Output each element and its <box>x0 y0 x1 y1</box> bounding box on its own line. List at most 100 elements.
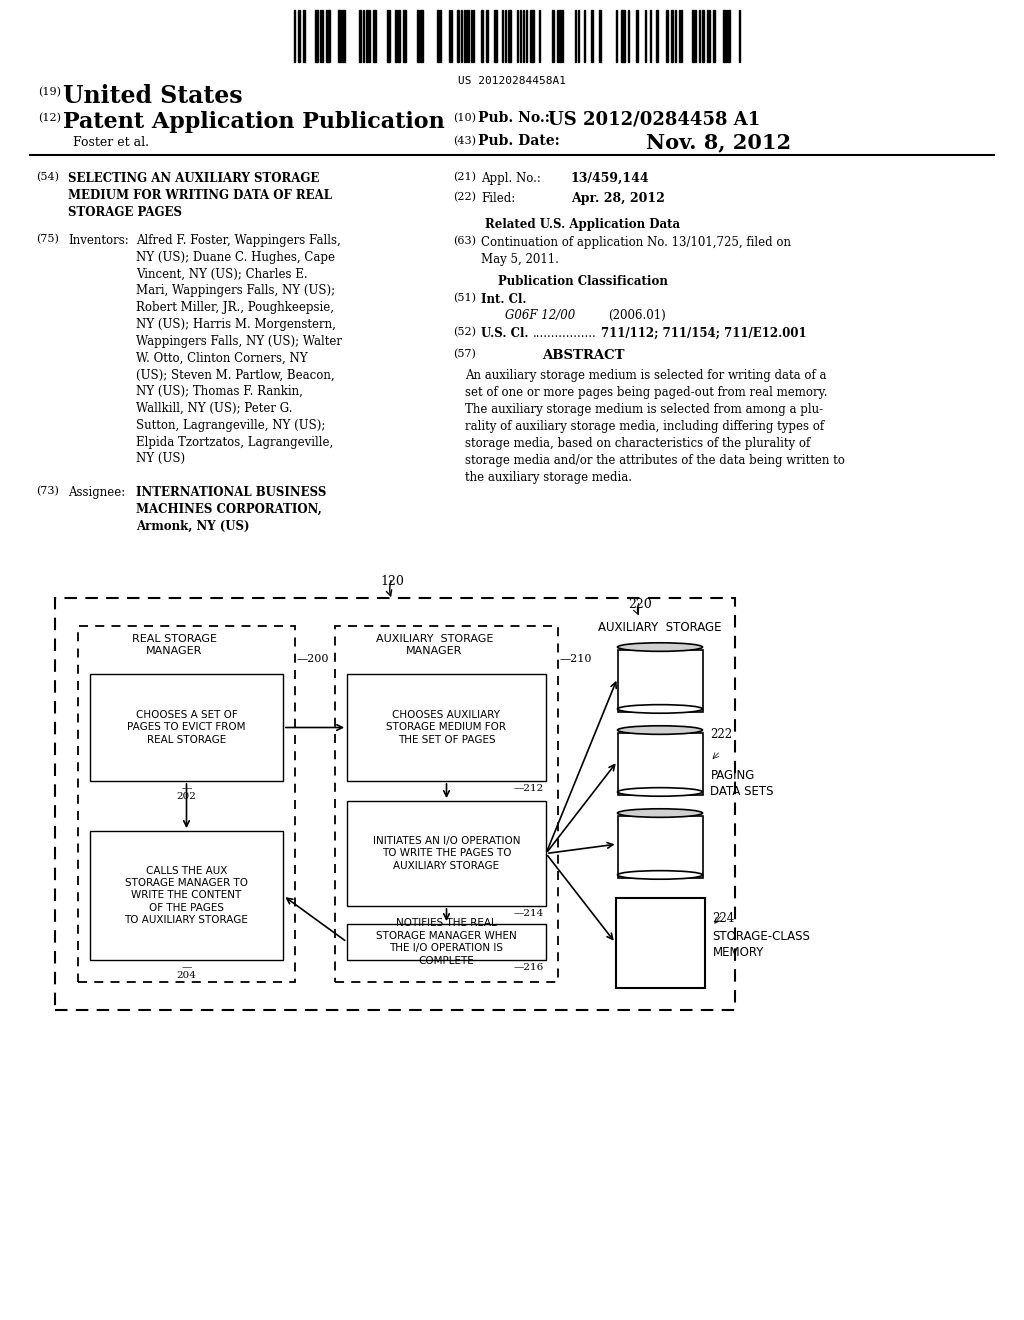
Bar <box>591 11 593 62</box>
Text: (54): (54) <box>36 172 59 182</box>
Text: CHOOSES AUXILIARY
STORAGE MEDIUM FOR
THE SET OF PAGES: CHOOSES AUXILIARY STORAGE MEDIUM FOR THE… <box>386 710 507 744</box>
Bar <box>303 11 305 62</box>
Text: Pub. No.:: Pub. No.: <box>478 111 550 125</box>
Bar <box>437 11 439 62</box>
Text: Apr. 28, 2012: Apr. 28, 2012 <box>571 191 665 205</box>
Text: Assignee:: Assignee: <box>68 486 125 499</box>
Bar <box>552 11 554 62</box>
Text: PAGING
DATA SETS: PAGING DATA SETS <box>711 770 774 799</box>
Text: US 2012/0284458 A1: US 2012/0284458 A1 <box>548 111 760 129</box>
Bar <box>481 11 483 62</box>
Bar <box>599 11 601 62</box>
Bar <box>55 598 735 1010</box>
Text: G06F 12/00: G06F 12/00 <box>505 309 575 322</box>
Bar <box>494 11 497 62</box>
Bar <box>298 11 300 62</box>
Bar <box>692 11 694 62</box>
Text: .................: ................. <box>534 327 597 341</box>
Text: U.S. Cl.: U.S. Cl. <box>481 327 528 341</box>
Bar <box>530 11 534 62</box>
Text: Nov. 8, 2012: Nov. 8, 2012 <box>646 132 792 152</box>
Bar <box>387 11 390 62</box>
Text: Filed:: Filed: <box>481 191 515 205</box>
Text: (57): (57) <box>453 348 476 359</box>
Text: (43): (43) <box>453 136 476 147</box>
Ellipse shape <box>617 871 702 879</box>
Text: AUXILIARY  STORAGE
MANAGER: AUXILIARY STORAGE MANAGER <box>376 634 494 656</box>
Ellipse shape <box>617 809 702 817</box>
Text: 222: 222 <box>711 727 732 741</box>
Text: 120: 120 <box>380 576 403 587</box>
Text: SELECTING AN AUXILIARY STORAGE
MEDIUM FOR WRITING DATA OF REAL
STORAGE PAGES: SELECTING AN AUXILIARY STORAGE MEDIUM FO… <box>68 172 332 219</box>
Text: CHOOSES A SET OF
PAGES TO EVICT FROM
REAL STORAGE: CHOOSES A SET OF PAGES TO EVICT FROM REA… <box>127 710 246 744</box>
Text: Patent Application Publication: Patent Application Publication <box>63 111 444 133</box>
Text: Foster et al.: Foster et al. <box>73 136 150 149</box>
Text: Alfred F. Foster, Wappingers Falls,
NY (US); Duane C. Hughes, Cape
Vincent, NY (: Alfred F. Foster, Wappingers Falls, NY (… <box>136 234 342 466</box>
Text: (2006.01): (2006.01) <box>608 309 666 322</box>
Text: (75): (75) <box>36 234 58 244</box>
Text: (73): (73) <box>36 486 58 496</box>
Text: INITIATES AN I/O OPERATION
TO WRITE THE PAGES TO
AUXILIARY STORAGE: INITIATES AN I/O OPERATION TO WRITE THE … <box>373 836 520 871</box>
Bar <box>457 11 459 62</box>
Text: (12): (12) <box>38 114 61 123</box>
Bar <box>617 733 702 795</box>
Bar <box>347 924 546 960</box>
Bar <box>486 11 488 62</box>
Text: Publication Classification: Publication Classification <box>498 275 668 288</box>
Text: —
204: — 204 <box>176 964 197 981</box>
Text: CALLS THE AUX
STORAGE MANAGER TO
WRITE THE CONTENT
OF THE PAGES
TO AUXILIARY STO: CALLS THE AUX STORAGE MANAGER TO WRITE T… <box>125 866 249 925</box>
Bar <box>395 11 397 62</box>
Text: Related U.S. Application Data: Related U.S. Application Data <box>485 218 681 231</box>
Bar <box>366 11 368 62</box>
Bar <box>347 675 546 781</box>
Ellipse shape <box>617 705 702 713</box>
Bar <box>315 11 318 62</box>
Bar <box>335 626 558 982</box>
Bar <box>90 832 283 960</box>
Bar <box>617 651 702 711</box>
Text: (19): (19) <box>38 87 61 98</box>
Text: (21): (21) <box>453 172 476 182</box>
Text: 711/112; 711/154; 711/E12.001: 711/112; 711/154; 711/E12.001 <box>601 327 807 341</box>
Text: REAL STORAGE
MANAGER: REAL STORAGE MANAGER <box>132 634 217 656</box>
Bar <box>621 11 625 62</box>
Bar <box>90 675 283 781</box>
Bar <box>671 11 673 62</box>
Text: US 20120284458A1: US 20120284458A1 <box>458 77 566 86</box>
Bar <box>617 816 702 878</box>
Text: —216: —216 <box>514 964 544 972</box>
Text: (51): (51) <box>453 293 476 304</box>
Bar <box>403 11 406 62</box>
Bar <box>559 11 561 62</box>
Bar <box>326 11 330 62</box>
Bar <box>508 11 511 62</box>
Text: Continuation of application No. 13/101,725, filed on
May 5, 2011.: Continuation of application No. 13/101,7… <box>481 236 791 267</box>
Bar <box>417 11 419 62</box>
Bar <box>78 626 295 982</box>
Bar <box>728 11 730 62</box>
Bar <box>656 11 658 62</box>
Text: (63): (63) <box>453 236 476 247</box>
Text: United States: United States <box>63 84 243 108</box>
Text: (52): (52) <box>453 327 476 338</box>
Text: ABSTRACT: ABSTRACT <box>542 348 625 362</box>
Bar <box>398 11 400 62</box>
Bar <box>713 11 715 62</box>
Bar <box>338 11 341 62</box>
Text: 220: 220 <box>628 598 652 611</box>
Ellipse shape <box>617 726 702 734</box>
Bar <box>723 11 725 62</box>
Ellipse shape <box>617 788 702 796</box>
Text: —212: —212 <box>514 784 544 793</box>
Text: —214: —214 <box>514 909 544 917</box>
Bar <box>666 11 668 62</box>
Text: 224: 224 <box>713 912 735 925</box>
Text: Pub. Date:: Pub. Date: <box>478 135 560 148</box>
Text: Inventors:: Inventors: <box>68 234 129 247</box>
Bar <box>615 898 705 987</box>
Text: 13/459,144: 13/459,144 <box>571 172 649 185</box>
Bar <box>359 11 361 62</box>
Text: (22): (22) <box>453 191 476 202</box>
Bar <box>702 11 705 62</box>
Bar <box>342 11 345 62</box>
